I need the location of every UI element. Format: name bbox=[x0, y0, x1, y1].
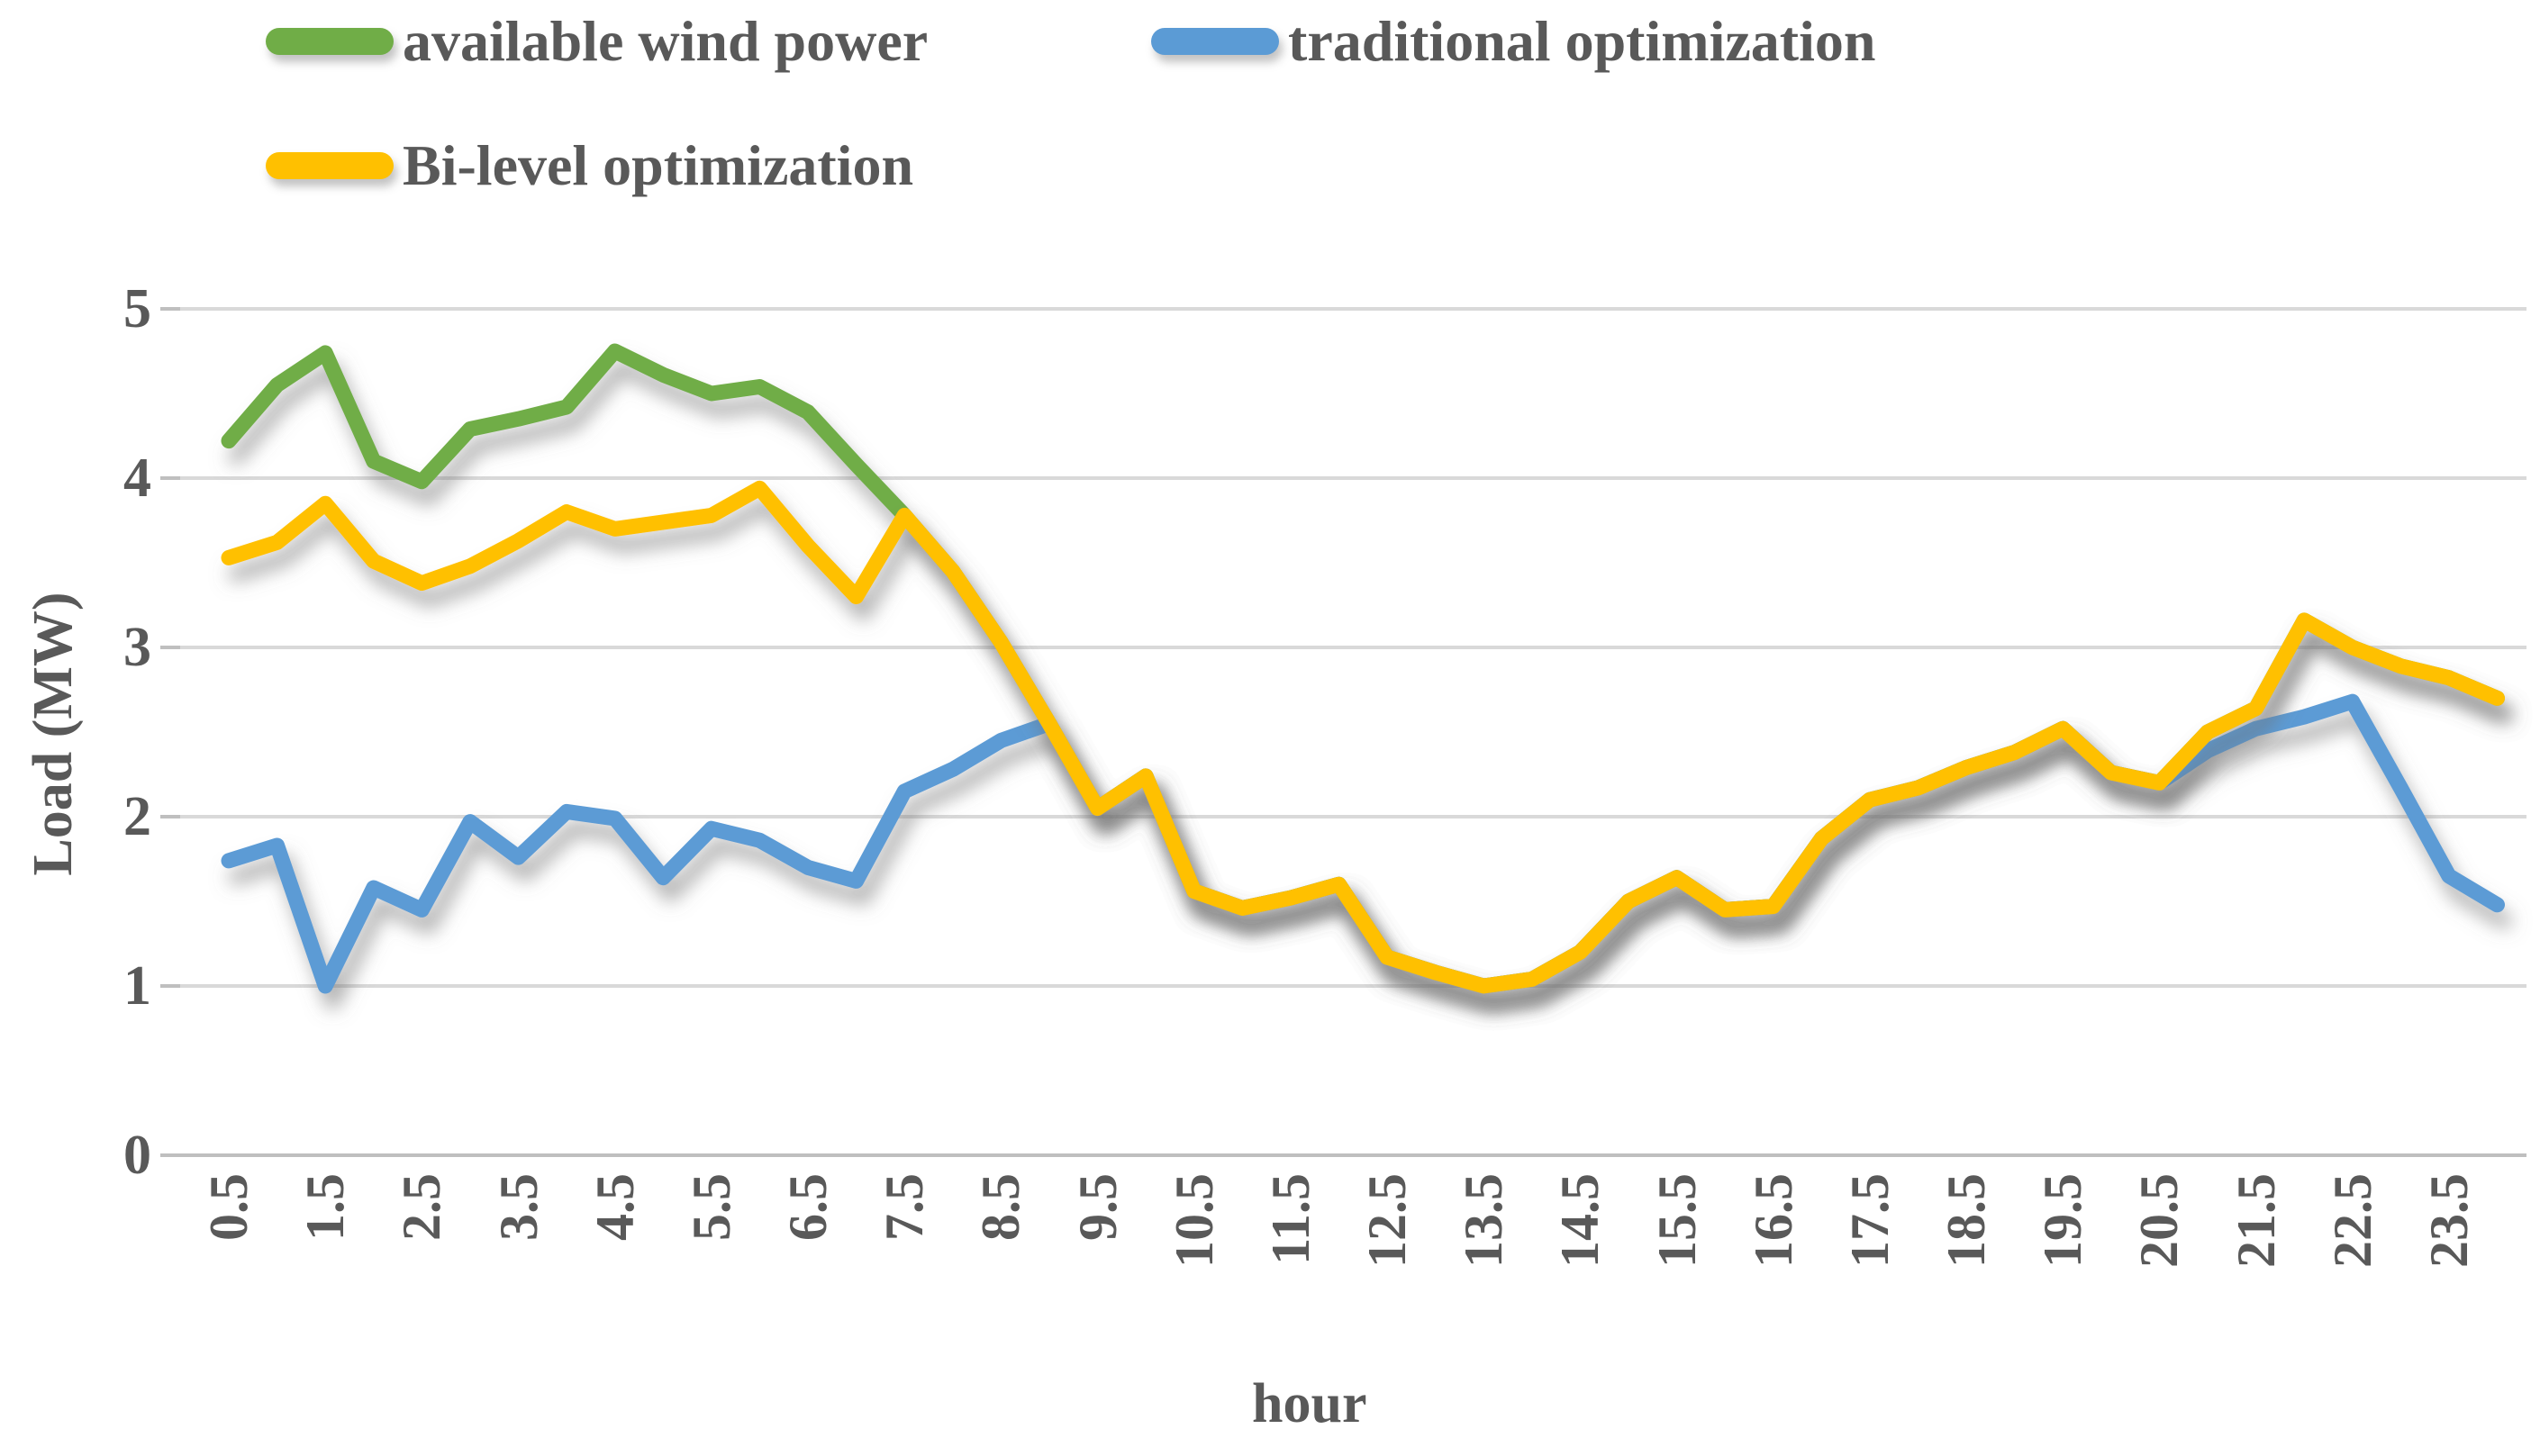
x-tick-label-6.5: 6.5 bbox=[778, 1173, 839, 1241]
x-tick-label-10.5: 10.5 bbox=[1164, 1173, 1224, 1268]
x-tick-label-3.5: 3.5 bbox=[488, 1173, 549, 1241]
x-axis-title: hour bbox=[1252, 1373, 1367, 1434]
x-tick-label-14.5: 14.5 bbox=[1550, 1173, 1610, 1268]
legend-label-available-wind-power: available wind power bbox=[403, 9, 929, 73]
x-tick-label-5.5: 5.5 bbox=[681, 1173, 741, 1241]
legend-swatch-available-wind-power-icon bbox=[266, 28, 394, 55]
y-tick-label-0: 0 bbox=[123, 1125, 151, 1186]
legend-item-traditional-optimization: traditional optimization bbox=[1151, 13, 1875, 70]
x-tick-label-4.5: 4.5 bbox=[585, 1173, 645, 1241]
y-tick-label-1: 1 bbox=[123, 955, 151, 1017]
series-line-available-wind-power bbox=[221, 343, 2505, 994]
x-tick-label-23.5: 23.5 bbox=[2418, 1173, 2479, 1268]
x-tick-label-16.5: 16.5 bbox=[1743, 1173, 1803, 1268]
x-tick-label-0.5: 0.5 bbox=[199, 1173, 259, 1241]
legend-item-bi-level-optimization: Bi-level optimization bbox=[266, 137, 913, 194]
x-tick-label-12.5: 12.5 bbox=[1357, 1173, 1418, 1268]
legend-item-available-wind-power: available wind power bbox=[266, 13, 928, 70]
x-tick-label-15.5: 15.5 bbox=[1646, 1173, 1707, 1268]
gridlines bbox=[160, 307, 2526, 1157]
x-tick-label-17.5: 17.5 bbox=[1839, 1173, 1900, 1268]
x-tick-label-7.5: 7.5 bbox=[875, 1173, 935, 1241]
y-tick-label-4: 4 bbox=[123, 448, 151, 509]
x-tick-label-1.5: 1.5 bbox=[295, 1173, 356, 1241]
x-tick-label-9.5: 9.5 bbox=[1067, 1173, 1128, 1241]
x-tick-label-19.5: 19.5 bbox=[2033, 1173, 2093, 1268]
legend-swatch-traditional-optimization-icon bbox=[1151, 28, 1279, 55]
x-tick-label-13.5: 13.5 bbox=[1454, 1173, 1514, 1268]
legend-swatch-bi-level-optimization-icon bbox=[266, 152, 394, 179]
x-tick-label-20.5: 20.5 bbox=[2129, 1173, 2190, 1268]
x-tick-label-11.5: 11.5 bbox=[1260, 1173, 1320, 1265]
x-tick-label-8.5: 8.5 bbox=[971, 1173, 1031, 1241]
series-line-traditional-optimization bbox=[221, 693, 2505, 994]
series-line-bi-level-optimization bbox=[221, 480, 2505, 994]
series-lines bbox=[221, 343, 2505, 994]
legend-label-traditional-optimization: traditional optimization bbox=[1288, 9, 1876, 73]
y-tick-label-5: 5 bbox=[123, 278, 151, 339]
x-tick-label-2.5: 2.5 bbox=[392, 1173, 452, 1241]
y-tick-label-3: 3 bbox=[123, 617, 151, 678]
legend-label-bi-level-optimization: Bi-level optimization bbox=[403, 133, 914, 197]
x-tick-label-22.5: 22.5 bbox=[2322, 1173, 2382, 1268]
x-tick-label-21.5: 21.5 bbox=[2226, 1173, 2286, 1268]
y-tick-label-2: 2 bbox=[123, 786, 151, 847]
x-tick-label-18.5: 18.5 bbox=[1937, 1173, 1997, 1268]
